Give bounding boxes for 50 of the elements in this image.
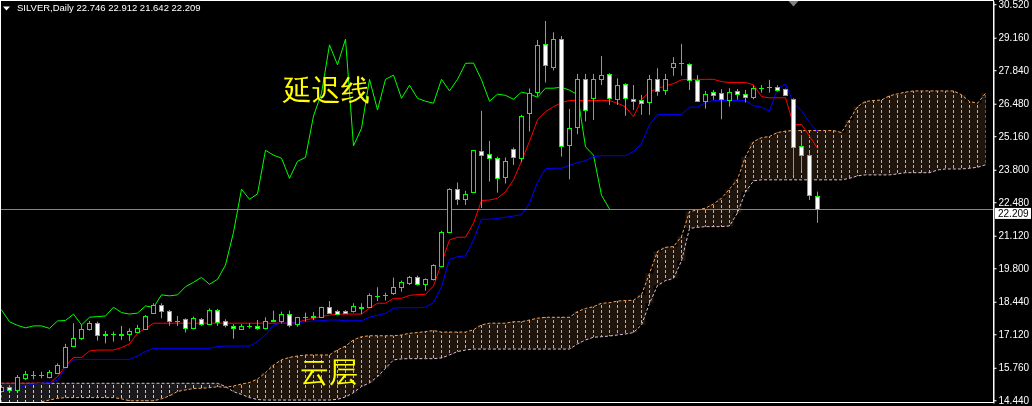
candlestick xyxy=(247,322,252,330)
y-tick-label: 29.160 xyxy=(998,32,1030,44)
candlestick xyxy=(639,94,644,116)
y-tick-label: 21.120 xyxy=(998,230,1030,242)
y-tick-label: 30.520 xyxy=(998,0,1030,10)
y-tick-label: 18.440 xyxy=(998,296,1030,308)
candlestick xyxy=(815,191,820,224)
candlestick xyxy=(607,72,612,106)
candlestick xyxy=(479,110,484,209)
candlestick xyxy=(487,140,492,183)
candlestick xyxy=(671,56,676,77)
candlestick xyxy=(63,343,68,369)
candlestick xyxy=(647,74,652,116)
candlestick xyxy=(663,73,668,96)
candlestick xyxy=(495,156,500,194)
candlestick xyxy=(543,20,548,84)
candlestick xyxy=(687,62,692,91)
y-tick-label: 26.480 xyxy=(998,98,1030,110)
candlestick xyxy=(503,156,508,185)
candlestick xyxy=(623,82,628,117)
candlestick xyxy=(655,67,660,97)
candlestick xyxy=(527,87,532,133)
candlestick xyxy=(71,322,76,348)
y-tick-label: 14.440 xyxy=(998,394,1030,406)
candlestick xyxy=(615,77,620,106)
ref-line-label: 22.209 xyxy=(998,207,1030,219)
candlestick xyxy=(719,88,724,120)
candlestick xyxy=(567,108,572,180)
chart-title: SILVER,Daily 22.746 22.912 21.642 22.209 xyxy=(17,2,201,13)
candlestick xyxy=(455,182,460,206)
candlestick xyxy=(375,286,380,302)
y-tick-label: 23.800 xyxy=(998,164,1030,176)
y-tick-label: 19.800 xyxy=(998,262,1030,274)
annotation: 云层 xyxy=(300,355,358,389)
candlestick xyxy=(591,73,596,121)
candlestick xyxy=(175,315,180,327)
candlestick xyxy=(799,134,804,171)
y-tick-label: 15.760 xyxy=(998,362,1030,374)
y-tick-label: 27.840 xyxy=(998,64,1030,76)
candlestick xyxy=(111,331,116,343)
y-tick-label: 25.160 xyxy=(998,130,1030,142)
y-tick-label: 17.120 xyxy=(998,328,1030,340)
y-tick-label: 22.480 xyxy=(998,196,1030,208)
candlestick xyxy=(679,43,684,77)
candlestick xyxy=(95,321,100,342)
candlestick xyxy=(695,74,700,103)
candlestick xyxy=(727,87,732,108)
candlestick xyxy=(767,79,772,94)
candlestick xyxy=(631,84,636,111)
candlestick xyxy=(599,55,604,86)
